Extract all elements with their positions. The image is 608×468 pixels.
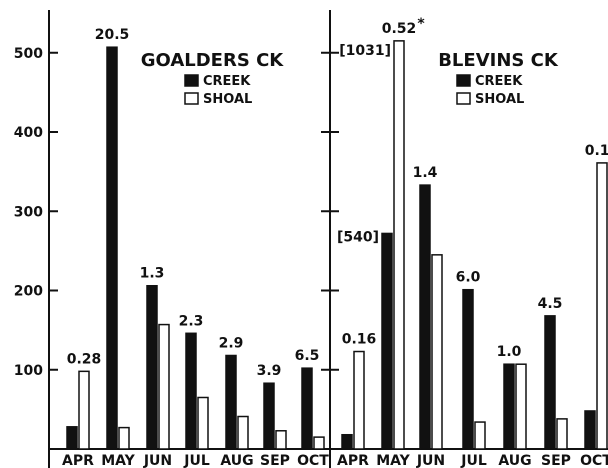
creek-bar xyxy=(301,367,313,450)
creek-bar xyxy=(584,410,596,450)
goalders-chart: 100 200 300 400 500 APR MAY JUN JUL AUG SEP OCT 0.28… xyxy=(14,10,330,468)
bracket-label: [540] xyxy=(337,229,379,245)
creek-bar xyxy=(225,354,237,450)
legend-creek-swatch xyxy=(184,74,199,87)
y-tick-label: 400 xyxy=(14,125,43,141)
shoal-bar xyxy=(515,363,527,450)
legend-shoal-label: SHOAL xyxy=(475,92,524,107)
blevins-title: BLEVINS CK xyxy=(438,50,559,71)
x-tick-label: JUN xyxy=(143,453,172,468)
creek-bar xyxy=(106,46,118,450)
creek-bar xyxy=(419,184,431,450)
shoal-bar xyxy=(596,162,608,450)
legend-shoal-swatch xyxy=(184,92,199,105)
asterisk-mark: * xyxy=(417,16,425,32)
data-label: 1.4 xyxy=(413,165,438,181)
bracket-label: [1031] xyxy=(339,43,391,59)
data-label: 20.5 xyxy=(95,27,130,43)
data-label: 3.9 xyxy=(257,363,282,379)
data-label: 1.0 xyxy=(497,344,522,360)
data-label: 4.5 xyxy=(538,296,563,312)
shoal-bar xyxy=(353,350,365,450)
data-label: 6.5 xyxy=(295,348,320,364)
data-label: 2.9 xyxy=(219,335,244,351)
y-tick-label: 100 xyxy=(14,363,43,379)
creek-bar xyxy=(341,433,353,450)
creek-bar xyxy=(263,382,275,450)
legend-shoal-swatch xyxy=(456,92,471,105)
blevins-chart: APR MAY JUN JUL AUG SEP OCT 0.16 0.52 * 1.4 6.0 1.0 4… xyxy=(329,10,608,468)
shoal-bar xyxy=(197,396,209,450)
creek-bar xyxy=(503,363,515,450)
data-label: 1.3 xyxy=(140,266,165,282)
y-tick-label: 200 xyxy=(14,284,43,300)
creek-bar xyxy=(146,284,158,450)
legend-creek-swatch xyxy=(456,74,471,87)
creek-bar xyxy=(381,232,393,450)
x-tick-label: JUN xyxy=(416,453,445,468)
shoal-bar xyxy=(78,370,90,450)
x-tick-label: OCT xyxy=(297,453,329,468)
x-tick-label: APR xyxy=(62,453,94,468)
shoal-bar xyxy=(474,421,486,450)
x-tick-label: MAY xyxy=(376,453,410,468)
shoal-bar xyxy=(275,430,287,450)
shoal-bar xyxy=(393,40,405,450)
creek-bar xyxy=(462,288,474,450)
legend-creek-label: CREEK xyxy=(203,74,251,89)
creek-bar xyxy=(544,315,556,450)
legend-shoal-label: SHOAL xyxy=(203,92,252,107)
shoal-bar xyxy=(313,436,325,450)
data-label: 0.13 xyxy=(585,143,608,159)
goalders-title: GOALDERS CK xyxy=(141,50,285,71)
data-label: 0.28 xyxy=(67,351,102,367)
data-label: 0.52 xyxy=(382,21,417,37)
creek-bar xyxy=(185,332,197,450)
y-tick-label: 500 xyxy=(14,46,43,62)
creek-bar xyxy=(66,426,78,450)
data-label: 0.16 xyxy=(342,332,377,348)
shoal-bar xyxy=(118,426,130,450)
x-tick-label: MAY xyxy=(101,453,135,468)
x-tick-label: OCT xyxy=(580,453,608,468)
x-tick-label: AUG xyxy=(498,453,531,468)
shoal-bar xyxy=(237,415,249,450)
x-tick-label: JUL xyxy=(183,453,210,468)
shoal-bar xyxy=(556,418,568,450)
x-tick-label: JUL xyxy=(460,453,487,468)
x-tick-label: APR xyxy=(337,453,369,468)
y-tick-label: 300 xyxy=(14,204,43,220)
shoal-bar xyxy=(431,254,443,450)
data-label: 2.3 xyxy=(179,313,204,329)
x-tick-label: SEP xyxy=(541,453,571,468)
shoal-bar xyxy=(158,323,170,450)
x-tick-label: SEP xyxy=(260,453,290,468)
x-tick-label: AUG xyxy=(220,453,253,468)
legend-creek-label: CREEK xyxy=(475,74,523,89)
data-label: 6.0 xyxy=(456,270,481,286)
